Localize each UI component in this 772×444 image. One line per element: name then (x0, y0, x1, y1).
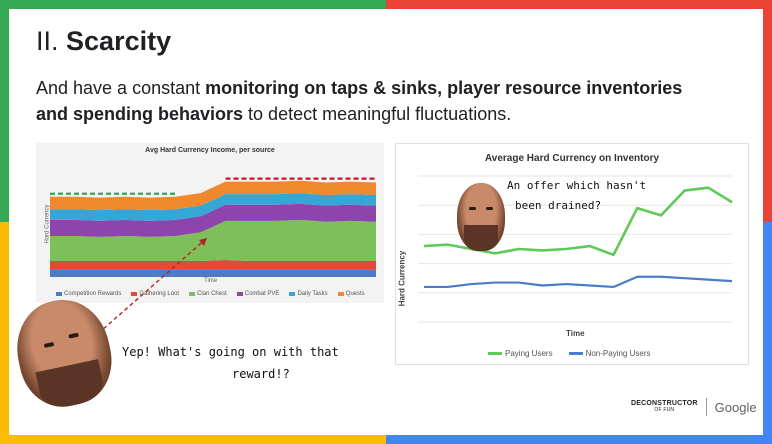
legend-label: Quests (345, 291, 365, 297)
footer-divider (705, 398, 707, 416)
avatar-eye (486, 207, 493, 210)
legend-item: Combat PVE (236, 291, 280, 297)
slide-title: II. Scarcity (36, 26, 171, 57)
title-numeral: II. (36, 26, 59, 56)
legend-label: Daily Tasks (297, 291, 328, 297)
legend-item: Daily Tasks (289, 291, 328, 297)
legend-swatch (568, 352, 583, 355)
legend-swatch (56, 292, 62, 296)
inventory-chart-legend: Paying Users Non-Paying Users (488, 349, 651, 358)
border-blue (386, 435, 772, 444)
footer-brand: DECONSTRUCTOR OF FUN Google (631, 398, 757, 416)
income-chart-legend: Competition Rewards Gathering Loot Clan … (56, 291, 365, 297)
inventory-chart: Average Hard Currency on Inventory Hard … (395, 143, 749, 365)
legend-label: Paying Users (505, 349, 553, 358)
legend-swatch (236, 292, 243, 296)
subtitle-bold-1: monitoring on taps & sinks, player resou… (205, 78, 683, 98)
legend-item: Non-Paying Users (568, 349, 651, 358)
border-left (0, 0, 9, 444)
reward-annotation: Yep! What's going on with that reward!? (122, 341, 339, 385)
legend-label: Competition Rewards (64, 291, 122, 297)
reward-annotation-line1: Yep! What's going on with that (122, 345, 339, 359)
subtitle-post: to detect meaningful fluctuations. (243, 104, 512, 124)
area-series-5 (50, 193, 376, 221)
legend-label: Gathering Loot (139, 291, 180, 297)
offer-annotation-line2: been drained? (515, 199, 602, 212)
legend-label: Non-Paying Users (585, 349, 651, 358)
deconstructor-sub: OF FUN (654, 407, 675, 413)
legend-swatch (289, 292, 296, 296)
income-chart: Avg Hard Currency Income, per source Har… (36, 143, 384, 303)
subtitle-bold-2: and spending behaviors (36, 104, 244, 124)
title-word: Scarcity (66, 26, 172, 56)
avatar-eye (68, 332, 79, 339)
offer-annotation-line1: An offer which hasn't (507, 179, 647, 192)
legend-label: Combat PVE (244, 291, 280, 297)
offer-annotation: An offer which hasn't been drained? (507, 176, 646, 216)
reward-annotation-line2: reward!? (232, 367, 290, 381)
line-series-2 (424, 275, 733, 289)
income-chart-xlabel: Time (204, 278, 218, 284)
legend-item: Quests (337, 291, 365, 297)
legend-item: Paying Users (488, 349, 553, 358)
inventory-chart-title: Average Hard Currency on Inventory (484, 153, 660, 164)
area-series-2 (50, 260, 376, 270)
slide-subtitle: And have a constant monitoring on taps &… (36, 75, 736, 127)
income-chart-title: Avg Hard Currency Income, per source (145, 147, 275, 154)
legend-item: Clan Chest (189, 291, 227, 297)
inventory-chart-xlabel: Time (566, 329, 585, 338)
avatar-eye (43, 341, 55, 348)
legend-swatch (488, 352, 502, 355)
legend-item: Gathering Loot (131, 291, 179, 297)
border-yellow (0, 435, 386, 444)
legend-swatch (337, 292, 344, 296)
area-series-1 (50, 269, 376, 277)
avatar-beard (464, 225, 498, 251)
avatar-eye (469, 207, 476, 210)
subtitle-pre: And have a constant (36, 78, 206, 98)
legend-swatch (189, 292, 196, 296)
border-right (763, 0, 772, 444)
legend-item: Competition Rewards (56, 291, 121, 297)
border-red (386, 0, 772, 9)
legend-label: Clan Chest (197, 291, 227, 297)
google-wordmark: Google (714, 399, 757, 415)
border-green (0, 0, 386, 9)
deconstructor-wordmark: DECONSTRUCTOR (631, 400, 698, 407)
area-series-6 (50, 180, 376, 211)
avatar-presenter-top (457, 183, 505, 251)
legend-swatch (131, 292, 138, 296)
deconstructor-logo: DECONSTRUCTOR OF FUN (631, 400, 698, 414)
area-series-4 (50, 203, 376, 237)
